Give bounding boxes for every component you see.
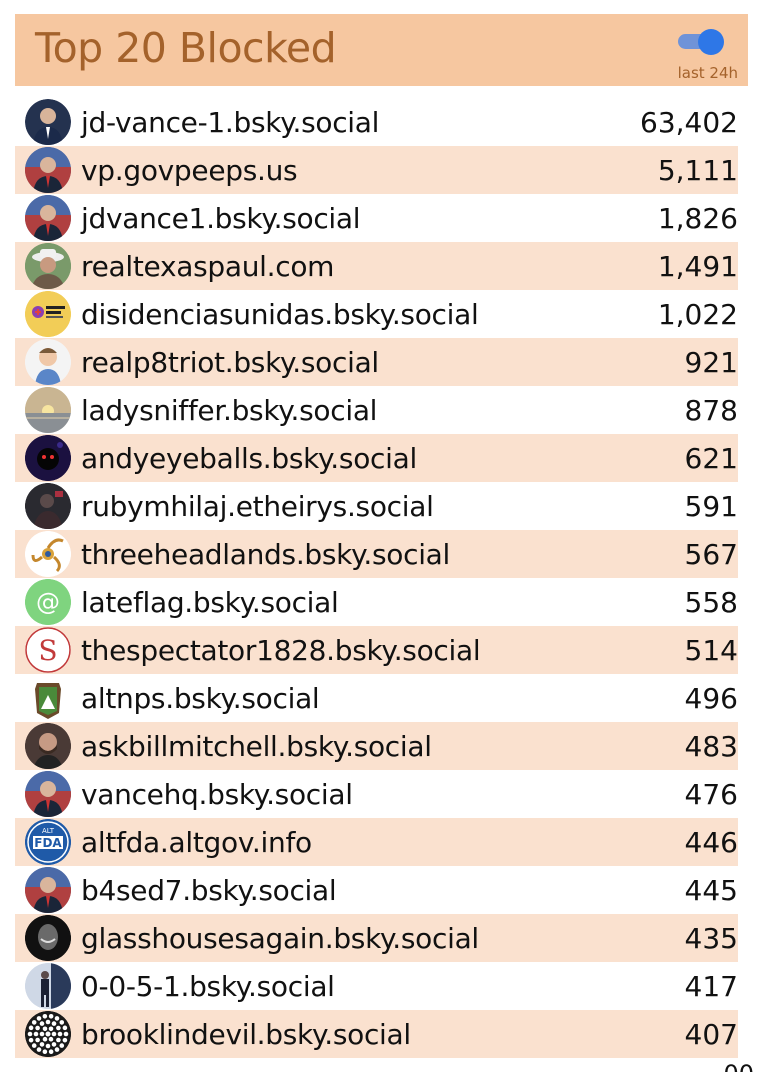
- list-item[interactable]: andyeyeballs.bsky.social 621: [15, 434, 738, 482]
- account-handle[interactable]: vancehq.bsky.social: [81, 778, 353, 811]
- block-count: 558: [684, 586, 738, 619]
- block-count: 921: [684, 346, 738, 379]
- list-item[interactable]: glasshousesagain.bsky.social 435: [15, 914, 738, 962]
- toggle-knob: [698, 29, 724, 55]
- portrait-hat-icon: [25, 243, 71, 289]
- block-count: 446: [684, 826, 738, 859]
- sunset-icon: [25, 387, 71, 433]
- list-item[interactable]: jdvance1.bsky.social 1,826: [15, 194, 738, 242]
- svg-text:@: @: [36, 588, 60, 616]
- triskelion-icon: [25, 531, 71, 577]
- portrait-dark-suit-icon: [25, 99, 71, 145]
- cartoon-avatar-icon: [25, 339, 71, 385]
- account-handle[interactable]: thespectator1828.bsky.social: [81, 634, 481, 667]
- account-handle[interactable]: jd-vance-1.bsky.social: [81, 106, 380, 139]
- account-handle[interactable]: disidenciasunidas.bsky.social: [81, 298, 479, 331]
- portrait-flag-icon: [25, 147, 71, 193]
- block-count: 407: [684, 1018, 738, 1051]
- block-count: 63,402: [640, 106, 738, 139]
- account-handle[interactable]: threeheadlands.bsky.social: [81, 538, 451, 571]
- list-item[interactable]: realtexaspaul.com 1,491: [15, 242, 738, 290]
- list-item[interactable]: disidenciasunidas.bsky.social 1,022: [15, 290, 738, 338]
- list-item[interactable]: rubymhilaj.etheirys.social 591: [15, 482, 738, 530]
- list-item[interactable]: ALT FDA altfda.altgov.info 446: [15, 818, 738, 866]
- block-count: 591: [684, 490, 738, 523]
- list-item[interactable]: altnps.bsky.social 496: [15, 674, 738, 722]
- panel-header: Top 20 Blocked last 24h: [15, 14, 748, 86]
- block-count: 878: [684, 394, 738, 427]
- disidencias-logo-icon: [25, 291, 71, 337]
- list-item[interactable]: brooklindevil.bsky.social 407: [15, 1010, 738, 1058]
- alt-fda-icon: ALT FDA: [25, 819, 71, 865]
- portrait-beard-icon: [25, 723, 71, 769]
- account-handle[interactable]: brooklindevil.bsky.social: [81, 1018, 411, 1051]
- list-item[interactable]: @ lateflag.bsky.social 558: [15, 578, 738, 626]
- dark-photo-icon: [25, 483, 71, 529]
- timeframe-toggle[interactable]: [678, 29, 724, 55]
- block-count: 476: [684, 778, 738, 811]
- block-count: 445: [684, 874, 738, 907]
- account-handle[interactable]: andyeyeballs.bsky.social: [81, 442, 417, 475]
- block-count: 496: [684, 682, 738, 715]
- block-count: 1,022: [657, 298, 738, 331]
- block-count: 435: [684, 922, 738, 955]
- spectator-s-icon: S: [25, 627, 71, 673]
- block-count: 483: [684, 730, 738, 763]
- toggle-caption: last 24h: [677, 64, 738, 82]
- blocked-list: jd-vance-1.bsky.social 63,402 vp.govpeeps.…: [15, 98, 738, 1058]
- park-badge-icon: [25, 675, 71, 721]
- account-handle[interactable]: realtexaspaul.com: [81, 250, 335, 283]
- panel-title: Top 20 Blocked: [35, 24, 337, 72]
- list-item[interactable]: realp8triot.bsky.social 921: [15, 338, 738, 386]
- list-item[interactable]: b4sed7.bsky.social 445: [15, 866, 738, 914]
- list-item[interactable]: vancehq.bsky.social 476: [15, 770, 738, 818]
- account-handle[interactable]: jdvance1.bsky.social: [81, 202, 361, 235]
- list-item[interactable]: threeheadlands.bsky.social 567: [15, 530, 738, 578]
- block-count: 514: [684, 634, 738, 667]
- list-item[interactable]: vp.govpeeps.us 5,111: [15, 146, 738, 194]
- at-sign-icon: @: [25, 579, 71, 625]
- portrait-bw-icon: [25, 915, 71, 961]
- block-count: 1,491: [657, 250, 738, 283]
- portrait-flag-icon: [25, 771, 71, 817]
- svg-text:FDA: FDA: [34, 836, 62, 850]
- account-handle[interactable]: altfda.altgov.info: [81, 826, 312, 859]
- block-count: 567: [684, 538, 738, 571]
- portrait-flag-icon: [25, 867, 71, 913]
- block-count: 1,826: [657, 202, 738, 235]
- account-handle[interactable]: vp.govpeeps.us: [81, 154, 298, 187]
- dark-figure-icon: [25, 435, 71, 481]
- account-handle[interactable]: lateflag.bsky.social: [81, 586, 339, 619]
- list-item[interactable]: ladysniffer.bsky.social 878: [15, 386, 738, 434]
- top-blocked-panel: Top 20 Blocked last 24h jd-vance-1.bsky.…: [15, 14, 748, 1058]
- account-handle[interactable]: rubymhilaj.etheirys.social: [81, 490, 434, 523]
- list-item[interactable]: askbillmitchell.bsky.social 483: [15, 722, 738, 770]
- account-handle[interactable]: glasshousesagain.bsky.social: [81, 922, 479, 955]
- block-count: 621: [684, 442, 738, 475]
- list-item[interactable]: 0-0-5-1.bsky.social 417: [15, 962, 738, 1010]
- account-handle[interactable]: 0-0-5-1.bsky.social: [81, 970, 335, 1003]
- account-handle[interactable]: altnps.bsky.social: [81, 682, 320, 715]
- account-handle[interactable]: askbillmitchell.bsky.social: [81, 730, 432, 763]
- svg-text:S: S: [38, 634, 57, 667]
- svg-text:ALT: ALT: [42, 827, 55, 835]
- list-item[interactable]: jd-vance-1.bsky.social 63,402: [15, 98, 738, 146]
- account-handle[interactable]: realp8triot.bsky.social: [81, 346, 379, 379]
- walking-figure-icon: [25, 963, 71, 1009]
- account-handle[interactable]: ladysniffer.bsky.social: [81, 394, 378, 427]
- cutoff-row-fragment: · · 00: [644, 1058, 754, 1072]
- account-handle[interactable]: b4sed7.bsky.social: [81, 874, 337, 907]
- block-count: 417: [684, 970, 738, 1003]
- portrait-flag-icon: [25, 195, 71, 241]
- block-count: 5,111: [657, 154, 738, 187]
- dot-circle-icon: [25, 1011, 71, 1057]
